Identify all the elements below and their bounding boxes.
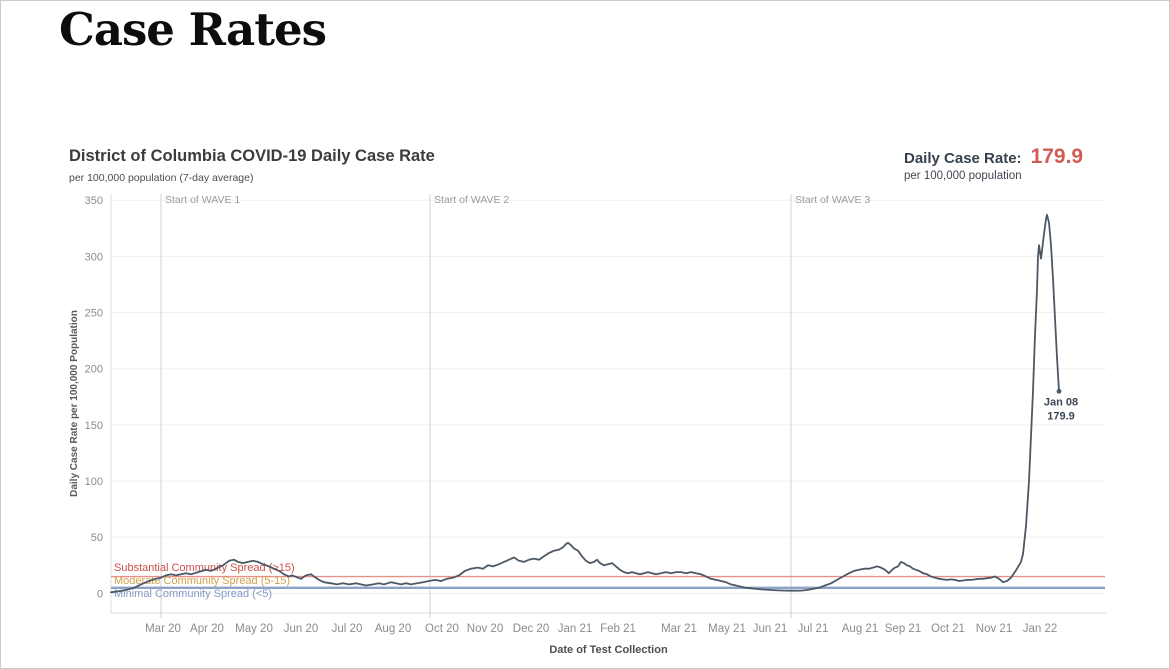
chart-subtitle: per 100,000 population (7-day average) <box>69 172 254 184</box>
y-tick-label: 300 <box>85 251 103 263</box>
x-tick-label: Sep 21 <box>885 623 921 635</box>
wave-annotation-label: Start of WAVE 3 <box>795 194 870 206</box>
y-tick-label: 250 <box>85 308 103 320</box>
x-tick-label: Jul 20 <box>332 623 363 635</box>
endpoint-annotation-value: 179.9 <box>1047 410 1075 422</box>
x-tick-label: Jun 20 <box>284 623 319 635</box>
x-tick-label: Aug 20 <box>375 623 411 635</box>
daily-case-rate-stat: Daily Case Rate: 179.9 per 100,000 popul… <box>904 145 1144 182</box>
stat-subtext: per 100,000 population <box>904 170 1022 182</box>
y-tick-label: 150 <box>85 420 103 432</box>
x-tick-label: Dec 20 <box>513 623 549 635</box>
x-tick-label: Jan 22 <box>1023 623 1058 635</box>
stat-value: 179.9 <box>1030 145 1084 168</box>
x-tick-label: Oct 21 <box>931 623 965 635</box>
y-tick-label: 50 <box>91 532 103 544</box>
x-tick-label: Apr 20 <box>190 623 224 635</box>
x-tick-label: May 21 <box>708 623 746 635</box>
x-tick-label: Oct 20 <box>425 623 459 635</box>
x-tick-label: Jan 21 <box>558 623 593 635</box>
x-tick-label: Feb 21 <box>600 623 636 635</box>
y-tick-label: 0 <box>97 588 103 600</box>
chart-title: District of Columbia COVID-19 Daily Case… <box>69 147 435 165</box>
endpoint-annotation-date: Jan 08 <box>1044 396 1078 408</box>
endpoint-marker[interactable] <box>1056 388 1062 394</box>
page-title: Case Rates <box>59 3 327 56</box>
community-spread-label: Minimal Community Spread (<5) <box>114 588 272 600</box>
x-tick-label: Nov 21 <box>976 623 1012 635</box>
wave-annotation-label: Start of WAVE 1 <box>165 194 240 206</box>
y-tick-label: 100 <box>85 476 103 488</box>
y-tick-label: 200 <box>85 364 103 376</box>
x-tick-label: Aug 21 <box>842 623 878 635</box>
x-tick-label: Jul 21 <box>798 623 829 635</box>
x-tick-label: Mar 20 <box>145 623 181 635</box>
y-axis-title: Daily Case Rate per 100,000 Population <box>69 310 80 497</box>
x-tick-label: Mar 21 <box>661 623 697 635</box>
community-spread-label: Substantial Community Spread (>15) <box>114 562 295 574</box>
wave-annotation-label: Start of WAVE 2 <box>434 194 509 206</box>
y-tick-label: 350 <box>85 195 103 207</box>
x-tick-label: Jun 21 <box>753 623 788 635</box>
x-tick-label: Nov 20 <box>467 623 503 635</box>
x-axis-title: Date of Test Collection <box>549 644 668 656</box>
stat-label: Daily Case Rate: <box>904 150 1022 167</box>
case-rate-line[interactable] <box>110 213 1060 594</box>
x-tick-label: May 20 <box>235 623 273 635</box>
